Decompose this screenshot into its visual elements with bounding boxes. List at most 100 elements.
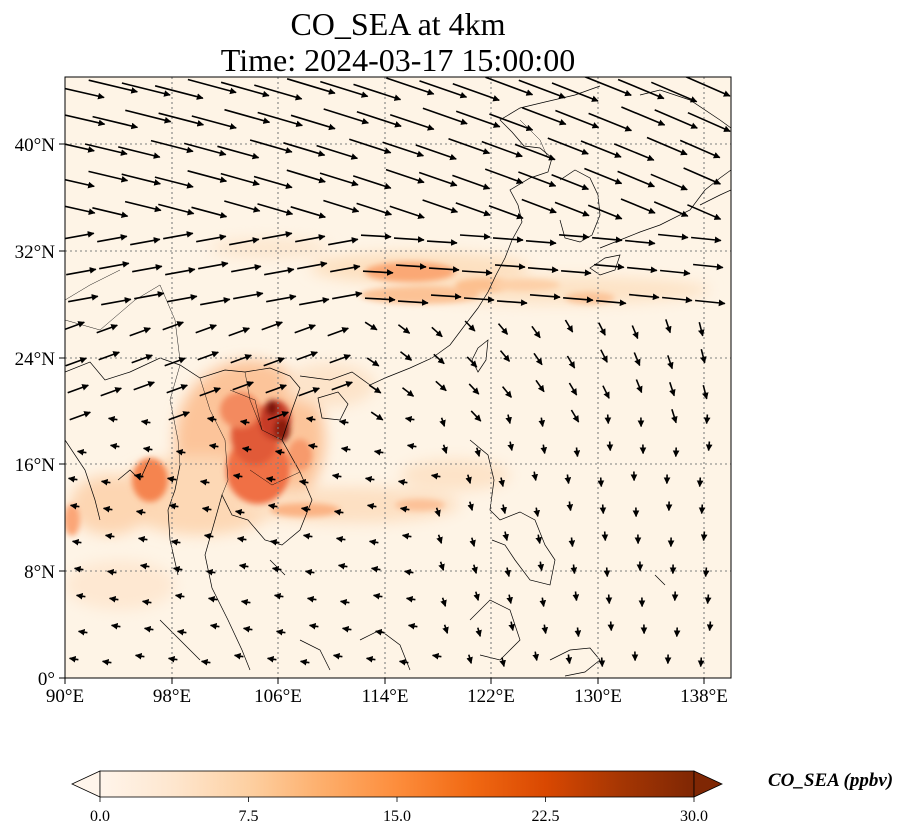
wind-vector-arrow (104, 532, 115, 540)
wind-vector-arrow (266, 655, 277, 663)
wind-vectors (65, 77, 731, 668)
lon-tick-label: 90°E (46, 686, 84, 707)
wind-vector-arrow (364, 296, 396, 303)
wind-vector-arrow (518, 79, 566, 99)
wind-vector-arrow (88, 79, 138, 94)
wind-vector-arrow (239, 418, 250, 426)
wind-vector-arrow (496, 299, 528, 307)
wind-vector-arrow (106, 568, 117, 576)
wind-vector-arrow (525, 239, 557, 247)
wind-vector-arrow (199, 387, 221, 397)
wind-vector-arrow (101, 658, 112, 666)
wind-vector-arrow (200, 658, 211, 666)
wind-vector-arrow (65, 143, 95, 153)
wind-vector-arrow (705, 441, 713, 452)
wind-vector-arrow (283, 142, 326, 157)
wind-vector-arrow (587, 204, 623, 220)
wind-vector-arrow (605, 594, 613, 605)
wind-vector-arrow (349, 138, 392, 155)
wind-vector-arrow (241, 445, 252, 453)
wind-vector-arrow (607, 621, 615, 632)
wind-vector-arrow (538, 417, 546, 428)
wind-vector-arrow (208, 442, 219, 450)
wind-vector-arrow (319, 172, 359, 187)
wind-vector-arrow (584, 167, 623, 185)
wind-vector-arrow (370, 565, 381, 573)
wind-vector-arrow (564, 319, 574, 333)
wind-vector-arrow (286, 169, 326, 184)
wind-vector-arrow (702, 567, 710, 578)
map-time-subtitle: Time: 2024-03-17 15:00:00 (220, 42, 576, 78)
wind-vector-arrow (448, 137, 491, 155)
wind-vector-arrow (679, 139, 721, 159)
wind-vector-arrow (600, 349, 608, 363)
wind-vector-arrow (572, 591, 580, 602)
wind-vector-arrow (400, 351, 413, 361)
wind-vector-arrow (205, 568, 216, 576)
wind-vector-arrow (165, 267, 196, 276)
wind-vector-arrow (481, 140, 523, 158)
wind-vector-arrow (559, 233, 590, 241)
wind-vector-arrow (254, 84, 303, 101)
lat-tick-label: 40°N (15, 135, 56, 156)
wind-vector-arrow (121, 173, 161, 186)
wind-vector-arrow (135, 508, 146, 516)
wind-vector-arrow (527, 266, 559, 274)
wind-vector-arrow (500, 504, 507, 515)
wind-vector-arrow (606, 441, 614, 452)
wind-vector-arrow (183, 142, 227, 157)
wind-vector-arrow (455, 202, 491, 217)
wind-vector-arrow (465, 474, 472, 484)
wind-vector-arrow (484, 168, 524, 184)
wind-vector-arrow (257, 111, 303, 128)
wind-vector-arrow (129, 327, 151, 337)
wind-vector-arrow (197, 351, 219, 361)
lat-tick-label: 24°N (15, 349, 56, 370)
wind-vector-arrow (574, 627, 582, 638)
wind-vector-arrow (494, 263, 526, 271)
wind-vector-arrow (242, 625, 253, 633)
wind-vector-arrow (69, 411, 91, 421)
wind-vector-arrow (700, 531, 708, 542)
wind-vector-arrow (592, 236, 623, 244)
wind-vector-arrow (596, 299, 627, 307)
wind-vector-arrow (566, 355, 576, 369)
wind-vector-arrow (504, 567, 511, 578)
wind-vector-arrow (535, 534, 543, 545)
wind-vector-arrow (489, 113, 534, 132)
wind-vector-arrow (468, 383, 480, 395)
wind-vector-arrow (191, 206, 228, 219)
wind-vector-arrow (92, 207, 129, 219)
wind-vector-arrow (698, 504, 706, 515)
wind-vector-arrow (295, 234, 326, 243)
wind-vector-arrow (84, 143, 128, 156)
wind-vector-arrow (306, 595, 317, 603)
wind-vector-arrow (669, 382, 676, 397)
wind-vector-arrow (431, 326, 443, 338)
colorbar-tick-label: 15.0 (383, 808, 411, 825)
wind-vector-arrow (601, 531, 609, 542)
wind-vector-arrow (298, 478, 309, 486)
wind-vector-arrow (488, 205, 524, 220)
wind-vector-arrow (598, 322, 606, 336)
map-panel (65, 77, 731, 678)
wind-vector-arrow (65, 231, 95, 240)
wind-vector-arrow (706, 621, 714, 632)
wind-vector-arrow (66, 267, 97, 276)
wind-vector-arrow (302, 532, 313, 540)
wind-vector-arrow (570, 409, 580, 423)
wind-vector-arrow (397, 299, 429, 306)
wind-vector-arrow (331, 472, 342, 480)
wind-vector-arrow (598, 657, 606, 668)
wind-vector-arrow (597, 477, 605, 488)
wind-vector-arrow (492, 236, 524, 244)
wind-vector-arrow (97, 234, 128, 243)
wind-vector-arrow (68, 294, 99, 303)
wind-vector-arrow (406, 442, 417, 450)
wind-vector-arrow (386, 77, 435, 96)
wind-vector-arrow (440, 597, 447, 607)
wind-vector-arrow (584, 77, 632, 97)
wind-vector-arrow (497, 323, 509, 335)
wind-vector-arrow (304, 568, 315, 576)
